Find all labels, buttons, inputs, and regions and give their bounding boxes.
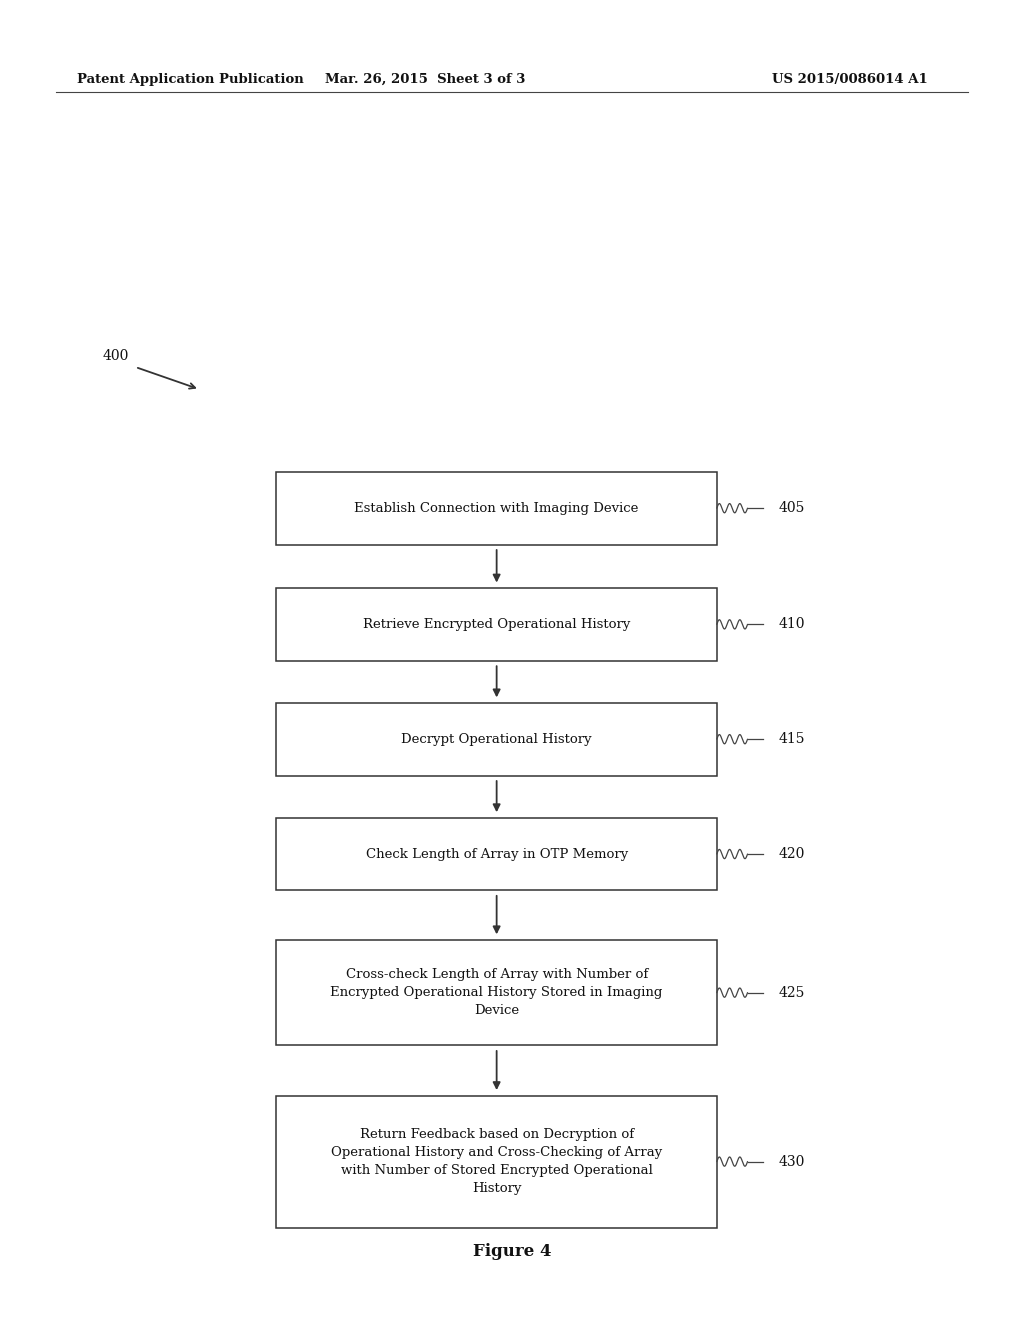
Text: Mar. 26, 2015  Sheet 3 of 3: Mar. 26, 2015 Sheet 3 of 3 [325,73,525,86]
Text: Figure 4: Figure 4 [473,1243,551,1259]
Bar [276,940,717,1045]
Text: Cross-check Length of Array with Number of
Encrypted Operational History Stored : Cross-check Length of Array with Number … [331,968,663,1018]
Text: Check Length of Array in OTP Memory: Check Length of Array in OTP Memory [366,847,628,861]
Text: US 2015/0086014 A1: US 2015/0086014 A1 [772,73,928,86]
Bar [276,589,717,660]
Text: 400: 400 [102,350,129,363]
Text: 420: 420 [778,847,805,861]
Text: 430: 430 [778,1155,805,1168]
Bar [276,1096,717,1228]
Text: Return Feedback based on Decryption of
Operational History and Cross-Checking of: Return Feedback based on Decryption of O… [331,1129,663,1195]
Bar [276,471,717,544]
Text: Retrieve Encrypted Operational History: Retrieve Encrypted Operational History [362,618,631,631]
Text: 410: 410 [778,618,805,631]
Text: 425: 425 [778,986,805,999]
Bar [276,817,717,891]
Text: 405: 405 [778,502,805,515]
Text: Decrypt Operational History: Decrypt Operational History [401,733,592,746]
Text: 415: 415 [778,733,805,746]
Text: Patent Application Publication: Patent Application Publication [77,73,303,86]
Text: Establish Connection with Imaging Device: Establish Connection with Imaging Device [354,502,639,515]
Bar [276,702,717,776]
